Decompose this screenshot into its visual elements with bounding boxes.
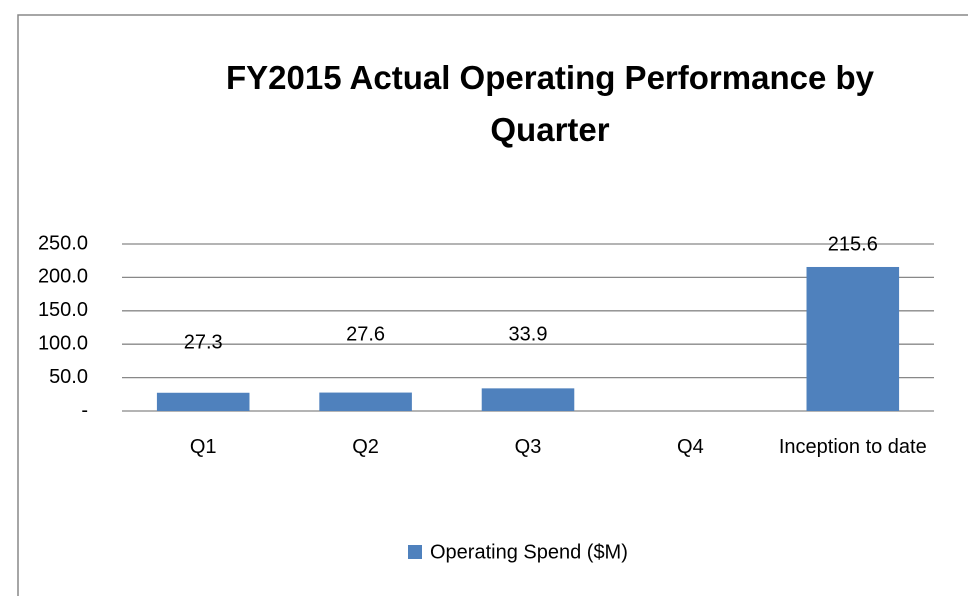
x-tick-label: Q4	[677, 436, 704, 458]
legend-label: Operating Spend ($M)	[430, 541, 628, 563]
legend-swatch	[408, 545, 422, 559]
y-tick-label: 50.0	[49, 366, 88, 388]
data-label: 27.6	[346, 323, 385, 345]
x-tick-label: Q3	[514, 436, 542, 458]
bar	[156, 392, 250, 411]
bar	[806, 266, 900, 411]
y-tick-label: 150.0	[38, 299, 88, 321]
y-tick-label: 250.0	[38, 232, 88, 254]
y-tick-label: 100.0	[38, 332, 88, 354]
bar	[319, 392, 412, 411]
x-tick-label: Q1	[189, 436, 217, 458]
y-tick-label: 200.0	[38, 266, 88, 288]
y-tick-label: -	[81, 399, 88, 421]
data-label: 215.6	[828, 233, 878, 255]
data-label: 27.3	[184, 331, 223, 353]
x-tick-label: Q2	[352, 436, 379, 458]
data-label: 33.9	[509, 323, 548, 345]
bar	[481, 388, 575, 411]
x-tick-label: Inception to date	[778, 436, 927, 458]
chart-title: FY2015 Actual Operating Performance by Q…	[226, 59, 874, 148]
